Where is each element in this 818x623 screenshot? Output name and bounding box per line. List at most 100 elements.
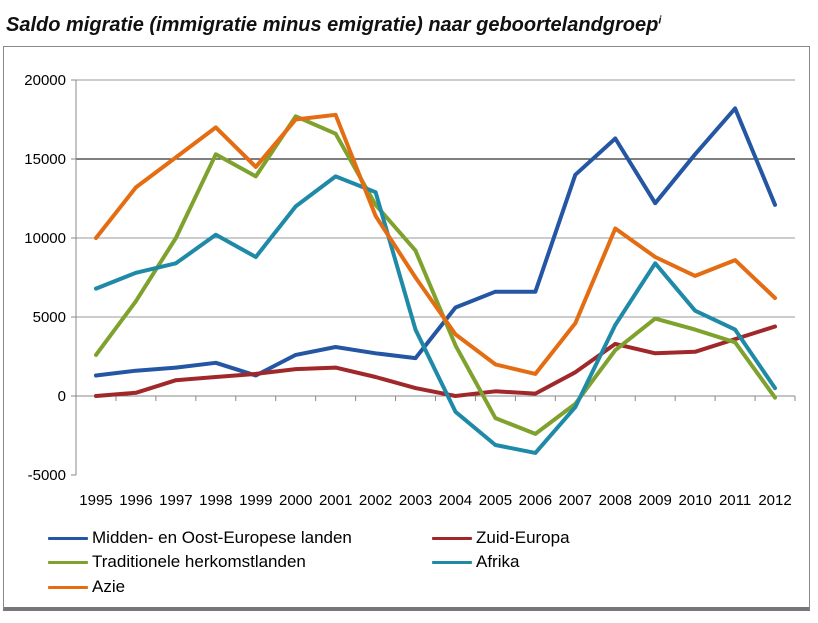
x-tick-label: 2001	[319, 492, 352, 509]
data-point	[733, 340, 737, 345]
data-point	[253, 174, 258, 179]
x-tick-label: 2007	[559, 492, 592, 509]
data-point	[134, 368, 138, 373]
data-point	[533, 432, 538, 436]
x-tick-label: 1998	[199, 492, 232, 509]
data-point	[174, 155, 178, 160]
data-point	[293, 117, 298, 122]
data-point	[134, 299, 138, 304]
legend-swatch	[48, 585, 88, 589]
data-point	[214, 233, 218, 237]
data-point	[693, 152, 697, 157]
data-point	[134, 185, 138, 190]
data-point	[94, 286, 98, 291]
data-point	[453, 343, 458, 348]
data-point	[333, 112, 338, 117]
data-point	[333, 365, 338, 370]
data-point	[653, 316, 657, 321]
data-point	[773, 395, 777, 400]
data-point	[253, 255, 258, 259]
x-tick-label: 2011	[719, 492, 751, 509]
data-point	[733, 106, 737, 111]
data-point	[214, 125, 218, 130]
data-point	[293, 114, 298, 119]
data-point	[373, 203, 378, 207]
data-point	[453, 394, 458, 398]
data-point	[373, 190, 378, 194]
legend-swatch	[432, 536, 472, 540]
x-tick-label: 2004	[439, 492, 472, 509]
legend-item: Azie	[48, 577, 125, 597]
data-point	[453, 332, 458, 337]
data-point	[174, 236, 178, 240]
data-point	[733, 258, 737, 262]
legend-label: Afrika	[476, 552, 520, 571]
data-point	[613, 136, 618, 141]
data-point	[94, 353, 98, 357]
data-point	[373, 351, 378, 356]
chart-title-superscript: i	[658, 14, 662, 27]
data-point	[493, 416, 498, 420]
x-tick-label: 2008	[599, 492, 632, 509]
legend-item: Afrika	[432, 552, 519, 572]
data-point	[653, 351, 657, 356]
x-tick-label: 2002	[359, 492, 392, 509]
data-point	[333, 131, 338, 136]
data-point	[413, 327, 418, 332]
y-tick-label: 0	[58, 388, 66, 405]
data-point	[373, 214, 378, 218]
x-tick-label: 1997	[159, 492, 192, 509]
data-point	[493, 362, 498, 367]
data-point	[253, 372, 258, 376]
data-point	[333, 174, 338, 179]
data-point	[573, 405, 578, 409]
data-point	[653, 201, 657, 206]
x-tick-label: 1996	[119, 492, 152, 509]
legend-label: Azie	[92, 577, 126, 596]
legend-swatch	[48, 560, 88, 564]
data-point	[733, 327, 737, 332]
data-point	[533, 391, 538, 396]
y-tick-label: 5000	[33, 309, 66, 326]
data-point	[134, 391, 138, 395]
data-point	[693, 349, 697, 354]
series-line-2	[94, 114, 777, 436]
y-tick-label: 10000	[24, 230, 66, 247]
chart-title-text: Saldo migratie (immigratie minus emigrat…	[6, 14, 659, 36]
data-point	[693, 274, 697, 278]
series-line-0	[94, 106, 777, 378]
series-line-4	[94, 112, 777, 376]
data-point	[773, 203, 777, 207]
data-point	[94, 236, 98, 240]
x-tick-label: 2010	[678, 492, 711, 509]
data-point	[493, 443, 498, 447]
data-point	[413, 386, 418, 390]
data-point	[413, 356, 418, 360]
data-point	[773, 324, 777, 329]
legend-item: Midden- en Oost-Europese landen	[48, 528, 352, 548]
x-tick-label: 2000	[279, 492, 312, 509]
data-point	[773, 296, 777, 300]
data-point	[613, 348, 618, 352]
data-point	[333, 345, 338, 349]
y-tick-label: -5000	[28, 467, 66, 484]
series-line-1	[94, 324, 777, 398]
data-point	[533, 289, 538, 294]
data-point	[573, 321, 578, 326]
data-point	[214, 375, 218, 379]
y-tick-label: 15000	[24, 151, 66, 168]
legend-item: Traditionele herkomstlanden	[48, 552, 306, 572]
data-point	[293, 367, 298, 371]
x-tick-label: 2009	[639, 492, 672, 509]
data-point	[653, 261, 657, 266]
data-point	[693, 308, 697, 313]
data-point	[94, 394, 98, 398]
data-point	[613, 226, 618, 231]
data-point	[773, 386, 777, 390]
legend-item: Zuid-Europa	[432, 528, 570, 548]
data-point	[533, 372, 538, 376]
x-tick-label: 2003	[399, 492, 432, 509]
data-point	[293, 204, 298, 209]
data-point	[174, 261, 178, 266]
